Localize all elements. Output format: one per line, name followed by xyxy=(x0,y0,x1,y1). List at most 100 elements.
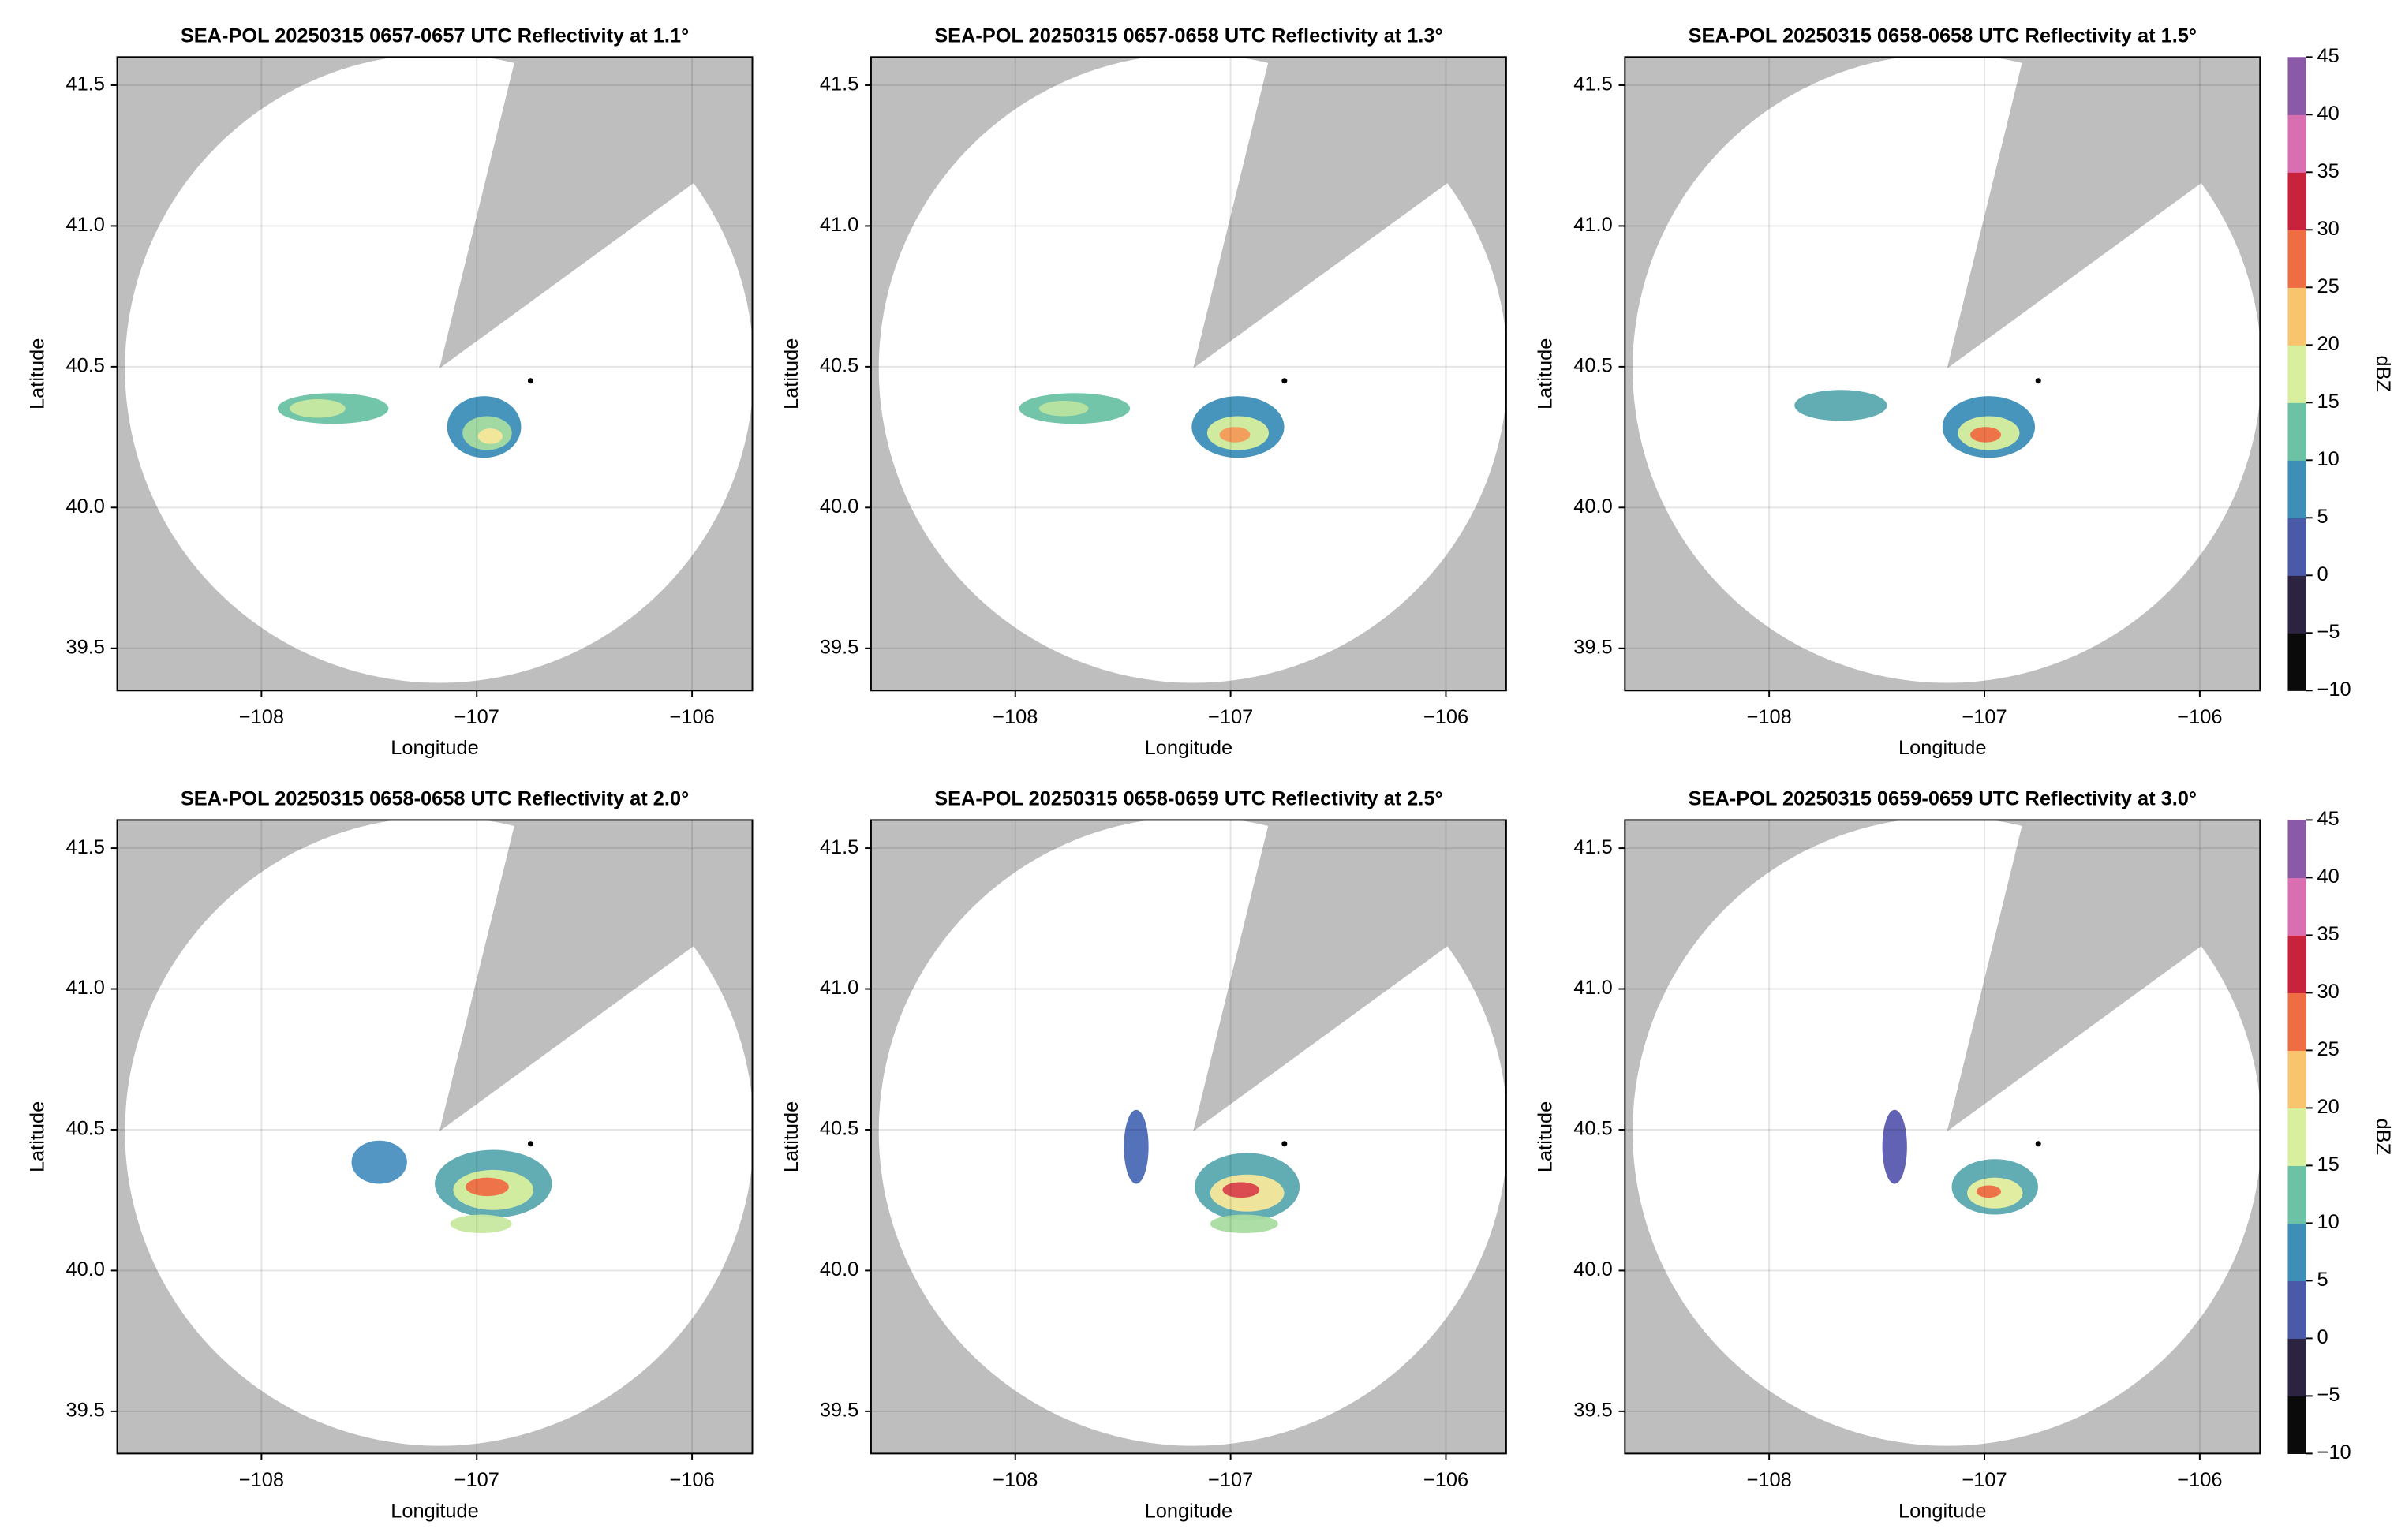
colorbar-tick-label: 0 xyxy=(2317,1326,2328,1348)
plot-area xyxy=(1625,57,2261,691)
colorbar-tick-label: 45 xyxy=(2317,45,2340,67)
colorbar-bin xyxy=(2287,114,2306,173)
y-tick-label: 39.5 xyxy=(820,1400,858,1422)
colorbar-bin xyxy=(2287,1050,2306,1108)
x-tick-label: −106 xyxy=(2177,706,2222,728)
y-tick-label: 40.0 xyxy=(820,495,858,518)
colorbar-tick-label: 10 xyxy=(2317,1211,2340,1233)
echo xyxy=(1038,400,1089,417)
plot-area xyxy=(870,820,1506,1454)
y-tick-label: 40.5 xyxy=(820,355,858,377)
panel: −108 −107 −106 39.5 40.0 40.5 41.0 41.5 SEA-POL … xyxy=(780,788,1507,1522)
y-axis-label: Latitude xyxy=(780,1101,802,1172)
x-tick-label: −106 xyxy=(1423,706,1468,728)
x-tick-label: −106 xyxy=(670,1469,715,1491)
colorbar-tick-label: 25 xyxy=(2317,1038,2340,1060)
y-tick-label: 41.0 xyxy=(820,214,858,236)
y-tick-label: 40.0 xyxy=(66,495,105,518)
colorbar-bin xyxy=(2287,230,2306,288)
x-axis-label: Longitude xyxy=(391,737,478,759)
y-tick-label: 41.5 xyxy=(66,73,105,95)
plot-frame xyxy=(870,56,1507,692)
colorbar-bin xyxy=(2287,57,2306,115)
blocked-sector xyxy=(1193,57,1506,368)
echo xyxy=(1794,390,1887,421)
colorbar-tick-label: 0 xyxy=(2317,563,2328,585)
colorbar-bin xyxy=(2287,877,2306,936)
x-tick-label: −107 xyxy=(1208,1469,1253,1491)
colorbar-tick-label: −5 xyxy=(2317,621,2340,643)
colorbar-tick-label: 20 xyxy=(2317,333,2340,355)
y-axis-label: Latitude xyxy=(1534,1101,1556,1172)
x-tick-label: −108 xyxy=(1747,706,1792,728)
echo xyxy=(1976,1185,2002,1198)
colorbar-tick-label: 30 xyxy=(2317,218,2340,240)
colorbar-bin xyxy=(2287,1280,2306,1339)
radar-site xyxy=(1281,378,1288,384)
panel: −108 −107 −106 39.5 40.0 40.5 41.0 41.5 SEA-POL … xyxy=(1534,788,2394,1523)
y-tick-label: 40.5 xyxy=(66,355,105,377)
plot-area xyxy=(870,57,1506,691)
plot-area xyxy=(117,57,753,691)
colorbar-bin xyxy=(2287,1396,2306,1454)
echo xyxy=(450,1214,512,1234)
chart-title: SEA-POL 20250315 0657-0658 UTC Reflectiv… xyxy=(934,25,1442,47)
y-axis-label: Latitude xyxy=(1534,338,1556,409)
x-tick-label: −107 xyxy=(1962,706,2007,728)
y-axis-label: Latitude xyxy=(27,1101,49,1172)
chart-title: SEA-POL 20250315 0657-0657 UTC Reflectiv… xyxy=(181,25,689,47)
y-tick-label: 39.5 xyxy=(820,636,858,658)
x-axis-label: Longitude xyxy=(1145,1500,1232,1522)
x-tick-label: −107 xyxy=(1208,706,1253,728)
y-tick-label: 40.5 xyxy=(1573,355,1612,377)
blocked-sector xyxy=(439,57,753,368)
blocked-sector xyxy=(439,820,753,1132)
colorbar-tick-label: 15 xyxy=(2317,1153,2340,1176)
y-axis-label: Latitude xyxy=(780,338,802,409)
colorbar-tick-label: −10 xyxy=(2317,1441,2351,1463)
chart-title: SEA-POL 20250315 0658-0658 UTC Reflectiv… xyxy=(1689,25,2197,47)
y-tick-label: 39.5 xyxy=(66,636,105,658)
x-axis-label: Longitude xyxy=(1145,737,1232,759)
x-tick-label: −107 xyxy=(1962,1469,2007,1491)
echo xyxy=(466,1177,509,1197)
y-tick-label: 40.5 xyxy=(1573,1118,1612,1140)
plot-frame xyxy=(870,819,1507,1455)
colorbar-tick-label: 15 xyxy=(2317,391,2340,413)
colorbar-tick-label: −5 xyxy=(2317,1384,2340,1406)
x-tick-label: −108 xyxy=(993,706,1038,728)
colorbar-label: dBZ xyxy=(2372,356,2394,393)
colorbar-bin xyxy=(2287,1165,2306,1224)
y-tick-label: 41.0 xyxy=(66,977,105,999)
echo xyxy=(1219,427,1251,443)
radar-site xyxy=(527,378,533,384)
colorbar-bin xyxy=(2287,460,2306,518)
chart-title: SEA-POL 20250315 0658-0658 UTC Reflectiv… xyxy=(181,788,689,810)
panel: −108 −107 −106 39.5 40.0 40.5 41.0 41.5 SEA-POL … xyxy=(1534,25,2394,760)
colorbar-tick-label: 10 xyxy=(2317,448,2340,470)
echo xyxy=(1222,1182,1260,1198)
y-tick-label: 39.5 xyxy=(66,1400,105,1422)
y-tick-label: 40.5 xyxy=(820,1118,858,1140)
radar-site xyxy=(1281,1141,1288,1147)
colorbar-bin xyxy=(2287,1223,2306,1281)
y-tick-label: 40.0 xyxy=(1573,1258,1612,1280)
echo xyxy=(290,399,346,418)
panel: −108 −107 −106 39.5 40.0 40.5 41.0 41.5 SEA-POL … xyxy=(27,25,754,759)
plot-area xyxy=(1625,820,2261,1454)
x-tick-label: −108 xyxy=(239,1469,284,1491)
y-tick-label: 41.5 xyxy=(1573,73,1612,95)
colorbar-bin xyxy=(2287,287,2306,346)
y-tick-label: 41.5 xyxy=(820,836,858,858)
colorbar-tick-label: 45 xyxy=(2317,808,2340,830)
colorbar-bin xyxy=(2287,1338,2306,1396)
colorbar-bin xyxy=(2287,402,2306,461)
x-tick-label: −108 xyxy=(239,706,284,728)
x-tick-label: −108 xyxy=(993,1469,1038,1491)
y-tick-label: 41.5 xyxy=(66,836,105,858)
x-tick-label: −107 xyxy=(454,706,499,728)
colorbar-bin xyxy=(2287,518,2306,576)
y-tick-label: 41.5 xyxy=(1573,836,1612,858)
colorbar-tick-label: 5 xyxy=(2317,506,2328,528)
y-tick-label: 41.0 xyxy=(1573,977,1612,999)
